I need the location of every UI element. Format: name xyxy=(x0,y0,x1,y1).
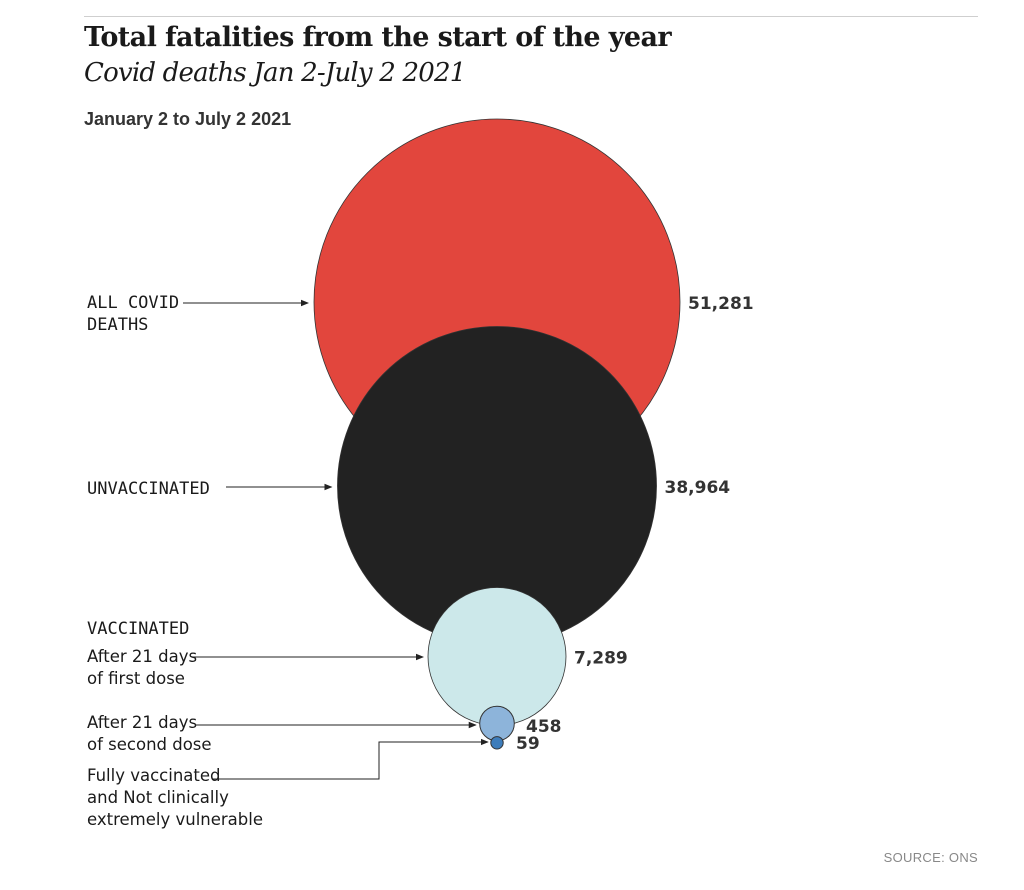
fully-not-cev-label: Fully vaccinated and Not clinically extrem… xyxy=(87,766,263,829)
second-dose-label: After 21 days of second dose xyxy=(87,713,212,754)
chart-subtitle: Covid deaths Jan 2-July 2 2021 xyxy=(84,58,466,88)
unvaccinated-label: UNVACCINATED xyxy=(87,479,210,499)
all-value: 51,281 xyxy=(688,294,754,314)
top-rule xyxy=(84,16,978,17)
vaccinated-group-label: VACCINATED xyxy=(87,619,189,639)
first-dose-value: 7,289 xyxy=(574,649,628,669)
first-dose-bubble xyxy=(427,587,567,726)
first-dose-label: After 21 days of first dose xyxy=(87,647,197,688)
fully-not-cev-bubble xyxy=(490,736,504,750)
source-note: SOURCE: ONS xyxy=(883,850,978,865)
second-dose-value: 458 xyxy=(526,717,562,737)
date-range: January 2 to July 2 2021 xyxy=(84,109,292,129)
chart-title: Total fatalities from the start of the y… xyxy=(84,22,672,53)
fully-not-cev-leader-arrow xyxy=(212,738,489,780)
second-dose-bubble xyxy=(479,705,515,742)
all-label: ALL COVID DEATHS xyxy=(87,293,179,335)
fully-not-cev-value: 59 xyxy=(516,734,540,754)
unvaccinated-value: 38,964 xyxy=(665,478,731,498)
